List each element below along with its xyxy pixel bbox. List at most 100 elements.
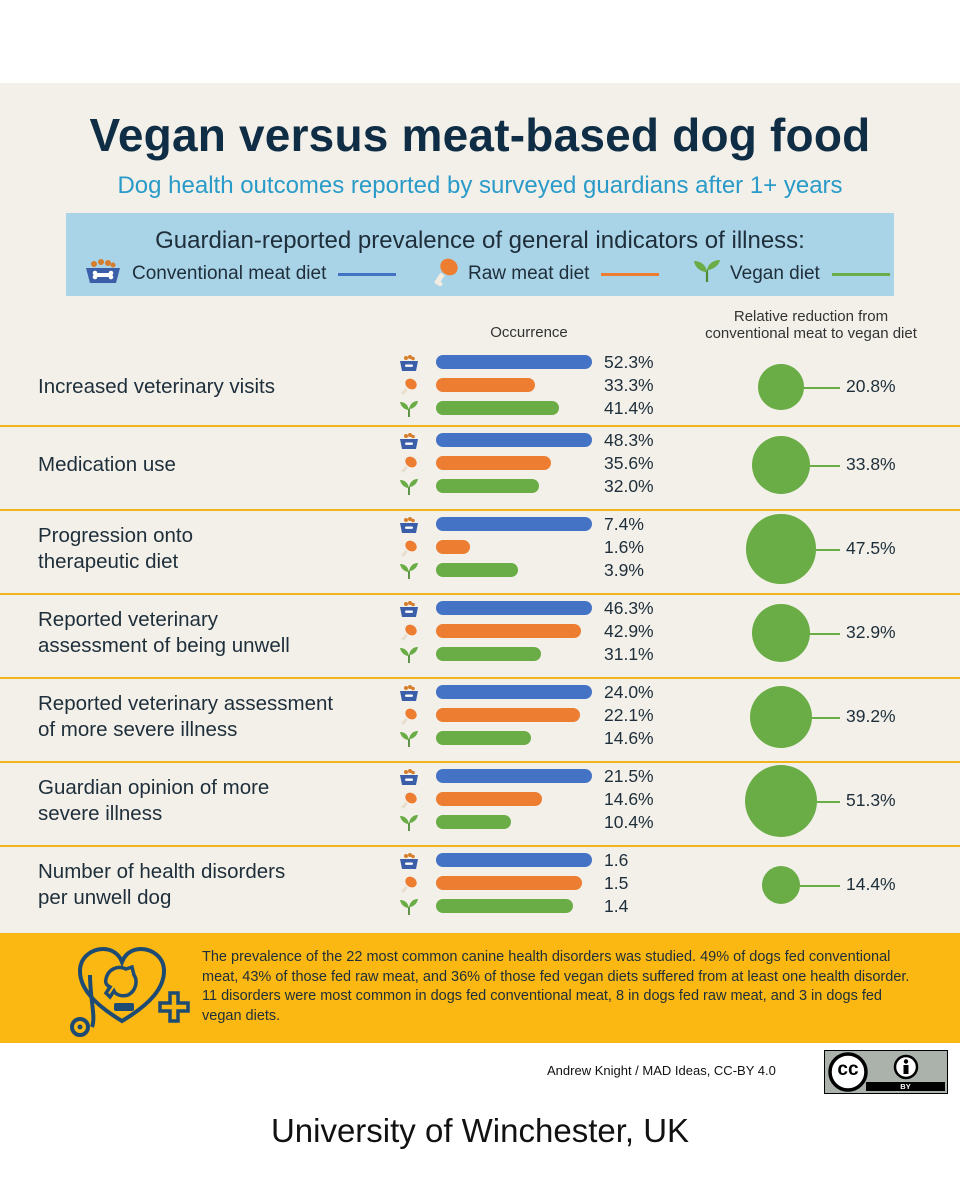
- bar-raw-meat-diet-guardian-opinion-of-more-severe-illness: [436, 792, 542, 806]
- reduction-value-progression-onto-therapeutic-diet: 47.5%: [846, 538, 896, 558]
- bar-conventional-meat-diet-reported-veterinary-assessment-of-being-unwell: [436, 601, 592, 615]
- sprout-icon: [398, 478, 420, 496]
- row-label-increased-veterinary-visits: Increased veterinary visits: [38, 374, 275, 400]
- reduction-circle-progression-onto-therapeutic-diet: [746, 514, 816, 584]
- bar-vegan-diet-progression-onto-therapeutic-diet: [436, 563, 519, 577]
- row-label-progression-onto-therapeutic-diet: Progression onto therapeutic diet: [38, 523, 193, 575]
- row-label-line: of more severe illness: [38, 718, 238, 741]
- reduction-connector: [800, 885, 840, 887]
- dog-bowl-icon: [398, 516, 420, 534]
- bar-raw-meat-diet-reported-veterinary-assessment-of-more-severe-illness: [436, 708, 580, 722]
- data-label-vegan-diet: 14.6%: [604, 728, 654, 748]
- data-label-raw-meat-diet: 1.6%: [604, 537, 644, 557]
- bar-vegan-diet-number-of-health-disorders-per-unwell-dog: [436, 899, 573, 913]
- data-label-conventional-meat-diet: 48.3%: [604, 430, 654, 450]
- reduction-connector: [809, 633, 840, 635]
- row-separator: [0, 845, 960, 847]
- row-label-medication-use: Medication use: [38, 452, 176, 478]
- legend: Guardian-reported prevalence of general …: [66, 213, 894, 296]
- reduction-circle-guardian-opinion-of-more-severe-illness: [745, 765, 817, 837]
- data-label-vegan-diet: 10.4%: [604, 812, 654, 832]
- reduction-value-medication-use: 33.8%: [846, 454, 896, 474]
- row-label-guardian-opinion-of-more-severe-illness: Guardian opinion of more severe illness: [38, 775, 269, 827]
- row-separator: [0, 677, 960, 679]
- reduction-connector: [815, 549, 840, 551]
- row-label-line: therapeutic diet: [38, 550, 179, 573]
- data-label-conventional-meat-diet: 46.3%: [604, 598, 654, 618]
- drumstick-icon: [398, 377, 420, 395]
- drumstick-icon: [398, 539, 420, 557]
- sprout-icon: [398, 646, 420, 664]
- dog-bowl-icon: [398, 354, 420, 372]
- reduction-circle-number-of-health-disorders-per-unwell-dog: [761, 865, 801, 905]
- reduction-value-reported-veterinary-assessment-of-being-unwell: 32.9%: [846, 622, 896, 642]
- row-label-line: Number of health disorders: [38, 860, 286, 883]
- data-label-raw-meat-diet: 14.6%: [604, 789, 654, 809]
- row-label-line: Increased veterinary visits: [38, 375, 275, 398]
- drumstick-icon: [398, 875, 420, 893]
- footer-box: [0, 933, 960, 1043]
- sprout-icon: [398, 898, 420, 916]
- data-label-vegan-diet: 32.0%: [604, 476, 654, 496]
- heart-stethoscope-icon: [62, 941, 192, 1042]
- dog-bowl-icon: [80, 258, 126, 290]
- reduction-header-line2: conventional meat to vegan diet: [705, 325, 917, 342]
- reduction-connector: [812, 717, 840, 719]
- drumstick-icon: [398, 707, 420, 725]
- reduction-header: Relative reduction from conventional mea…: [676, 308, 946, 342]
- sprout-icon: [690, 258, 724, 290]
- drumstick-icon: [398, 455, 420, 473]
- data-label-vegan-diet: 3.9%: [604, 560, 644, 580]
- cc-badge-left-text: cc: [837, 1059, 859, 1080]
- reduction-value-number-of-health-disorders-per-unwell-dog: 14.4%: [846, 874, 896, 894]
- dog-bowl-icon: [398, 600, 420, 618]
- row-label-number-of-health-disorders-per-unwell-dog: Number of health disorders per unwell dog: [38, 859, 285, 911]
- row-label-line: per unwell dog: [38, 886, 172, 909]
- data-label-conventional-meat-diet: 1.6: [604, 850, 629, 870]
- sprout-icon: [398, 814, 420, 832]
- reduction-value-guardian-opinion-of-more-severe-illness: 51.3%: [846, 790, 896, 810]
- row-label-line: assessment of being unwell: [38, 634, 290, 657]
- row-label-line: Progression onto: [38, 524, 193, 547]
- drumstick-icon: [398, 791, 420, 809]
- row-label-line: Medication use: [38, 453, 176, 476]
- row-separator: [0, 425, 960, 427]
- row-label-reported-veterinary-assessment-of-being-unwell: Reported veterinary assessment of being u…: [38, 607, 290, 659]
- reduction-value-reported-veterinary-assessment-of-more-severe-illness: 39.2%: [846, 706, 896, 726]
- bar-vegan-diet-reported-veterinary-assessment-of-being-unwell: [436, 647, 541, 661]
- occurrence-header: Occurrence: [490, 324, 568, 341]
- bar-raw-meat-diet-progression-onto-therapeutic-diet: [436, 540, 470, 554]
- data-label-raw-meat-diet: 1.5: [604, 873, 629, 893]
- dog-bowl-icon: [398, 432, 420, 450]
- data-label-raw-meat-diet: 22.1%: [604, 705, 654, 725]
- data-label-vegan-diet: 1.4: [604, 896, 629, 916]
- data-label-raw-meat-diet: 33.3%: [604, 375, 654, 395]
- row-separator: [0, 509, 960, 511]
- legend-item-raw: Raw meat diet: [432, 258, 660, 287]
- reduction-circle-reported-veterinary-assessment-of-being-unwell: [752, 604, 810, 662]
- bar-vegan-diet-reported-veterinary-assessment-of-more-severe-illness: [436, 731, 531, 745]
- bar-vegan-diet-increased-veterinary-visits: [436, 401, 560, 415]
- page-title: Vegan versus meat-based dog food: [89, 109, 871, 161]
- row-separator: [0, 761, 960, 763]
- bar-raw-meat-diet-reported-veterinary-assessment-of-being-unwell: [436, 624, 581, 638]
- legend-line-raw: [601, 272, 660, 276]
- data-label-vegan-diet: 41.4%: [604, 398, 654, 418]
- data-label-conventional-meat-diet: 7.4%: [604, 514, 644, 534]
- bar-raw-meat-diet-increased-veterinary-visits: [436, 378, 536, 392]
- sprout-icon: [398, 400, 420, 418]
- legend-title: Guardian-reported prevalence of general …: [155, 227, 805, 254]
- bar-conventional-meat-diet-guardian-opinion-of-more-severe-illness: [436, 769, 592, 783]
- row-label-line: Reported veterinary: [38, 608, 219, 631]
- bar-conventional-meat-diet-number-of-health-disorders-per-unwell-dog: [436, 853, 592, 867]
- dog-bowl-icon: [398, 684, 420, 702]
- legend-line-vegan: [831, 272, 890, 276]
- bar-vegan-diet-guardian-opinion-of-more-severe-illness: [436, 815, 512, 829]
- row-label-reported-veterinary-assessment-of-more-severe-illness: Reported veterinary assessment of more se…: [38, 691, 333, 743]
- drumstick-icon: [398, 623, 420, 641]
- bar-conventional-meat-diet-progression-onto-therapeutic-diet: [436, 517, 592, 531]
- bar-conventional-meat-diet-medication-use: [436, 433, 592, 447]
- drumstick-icon: [432, 256, 462, 292]
- row-label-line: Reported veterinary assessment: [38, 692, 334, 715]
- legend-label-conventional: Conventional meat diet: [132, 263, 327, 284]
